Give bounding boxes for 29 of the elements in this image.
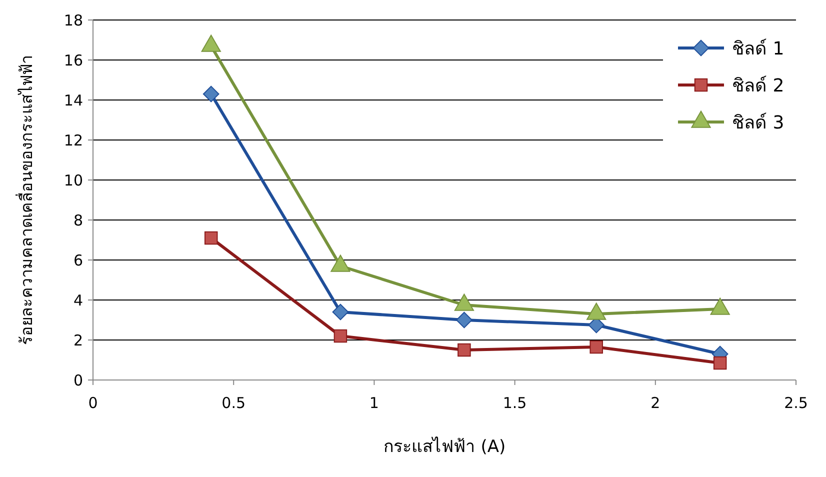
point [204, 231, 218, 245]
x-tick-label: 1.5 [502, 394, 527, 412]
y-tick-label: 10 [64, 171, 83, 190]
x-tick-label: 2.5 [784, 394, 808, 412]
y-tick-label: 6 [73, 251, 83, 270]
y-tick-label: 0 [73, 371, 83, 390]
y-tick-label: 12 [64, 131, 83, 150]
x-tick-label: 0.5 [222, 394, 246, 412]
point [456, 312, 472, 328]
point [201, 34, 221, 52]
legend-label: ชิลด์ 2 [732, 75, 784, 96]
legend-label: ชิลด์ 1 [732, 38, 784, 60]
y-tick-label: 18 [64, 11, 83, 30]
point [713, 356, 727, 370]
x-axis-title: กระแสไฟฟ้า (A) [383, 436, 506, 457]
point [458, 343, 471, 357]
x-tick-label: 2 [650, 394, 660, 412]
point [332, 304, 349, 320]
legend-label: ชิลด์ 3 [732, 112, 784, 134]
y-tick-label: 14 [64, 91, 83, 110]
point [334, 329, 348, 343]
y-tick-label: 2 [73, 331, 83, 350]
y-tick-label: 16 [64, 51, 83, 70]
y-tick-label: 8 [73, 211, 83, 230]
y-axis-title: ร้อยละความคลาดเคลื่อนของกระแสไฟฟ้า [15, 55, 36, 345]
point [590, 340, 603, 354]
x-tick-label: 0 [88, 394, 98, 412]
x-tick-label: 1 [369, 394, 379, 412]
y-tick-label: 4 [73, 291, 83, 310]
